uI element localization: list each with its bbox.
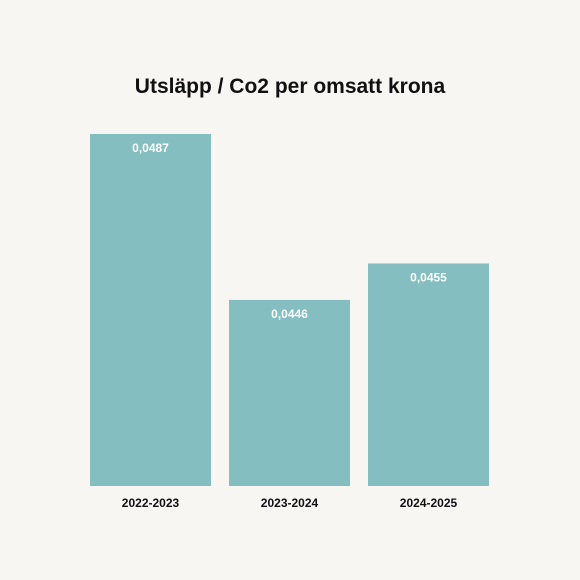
x-tick-label-2024-2025: 2024-2025 [400,496,458,510]
bar-2023-2024 [229,299,350,486]
x-tick-label-2022-2023: 2022-2023 [122,496,180,510]
bar-2024-2025 [368,263,489,486]
x-tick-labels-group: 2022-2023 2023-2024 2024-2025 [122,496,458,510]
value-label-2024-2025: 0,0455 [410,270,447,284]
value-labels-group: 0,0487 0,0446 0,0455 [132,141,447,321]
bar-2022-2023 [90,134,211,486]
bars-group [90,134,489,486]
value-label-2023-2024: 0,0446 [271,307,308,321]
chart-title: Utsläpp / Co2 per omsatt krona [135,75,446,98]
x-tick-label-2023-2024: 2023-2024 [261,496,319,510]
value-label-2022-2023: 0,0487 [132,141,169,155]
